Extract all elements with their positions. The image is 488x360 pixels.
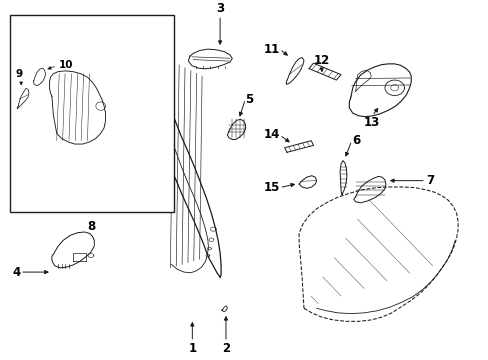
- Text: 10: 10: [59, 59, 74, 69]
- Text: 11: 11: [263, 42, 279, 55]
- Text: 2: 2: [222, 342, 229, 355]
- Text: 9: 9: [16, 69, 23, 78]
- Bar: [10, 15, 173, 212]
- Text: 13: 13: [364, 116, 380, 129]
- Text: 12: 12: [313, 54, 329, 67]
- Text: 4: 4: [12, 266, 20, 279]
- Text: 6: 6: [351, 134, 359, 147]
- Text: 3: 3: [216, 2, 224, 15]
- Text: 14: 14: [263, 129, 279, 141]
- Text: 5: 5: [245, 93, 253, 105]
- Text: 8: 8: [86, 220, 95, 233]
- Text: 1: 1: [188, 342, 196, 355]
- Text: 15: 15: [263, 181, 279, 194]
- Text: 7: 7: [425, 174, 433, 187]
